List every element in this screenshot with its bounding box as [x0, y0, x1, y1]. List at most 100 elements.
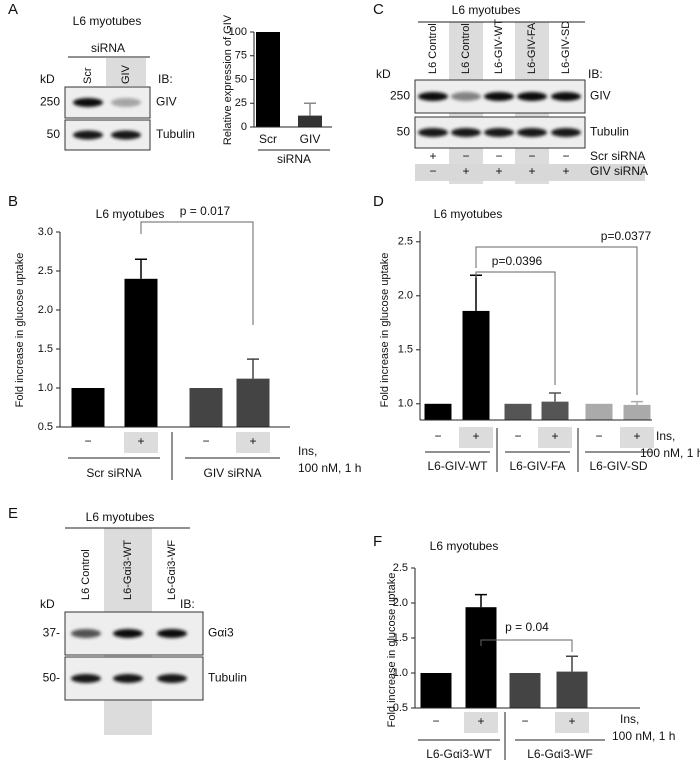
group-label: L6-GIV-SD: [589, 459, 647, 473]
y-axis-label: Relative expression of GIV: [222, 14, 234, 145]
group-label: GIV siRNA: [203, 466, 261, 480]
panel-letter: E: [8, 505, 18, 522]
x-tick-label: −: [434, 429, 441, 443]
bar: [541, 401, 569, 420]
group-label: L6-GIV-FA: [509, 459, 565, 473]
x-tick-label: −: [595, 429, 602, 443]
error-bar: [135, 258, 147, 279]
error-bar: [566, 655, 578, 672]
x-tick-label: +: [477, 714, 484, 728]
lane-header: siRNA: [91, 41, 125, 55]
chart-title: L6 myotubes: [434, 207, 503, 221]
x-tick-label: −: [521, 714, 528, 728]
y-tick-label: 0.5: [393, 702, 408, 714]
group-label: L6-Gαi3-WF: [527, 747, 593, 761]
y-tick-label: 75: [235, 50, 247, 62]
x-tick-label: −: [84, 434, 91, 448]
plus-shade: [555, 712, 589, 733]
x-tick-label: +: [472, 429, 479, 443]
blot-band: [111, 98, 141, 107]
target-label: Tubulin: [208, 671, 247, 685]
bar: [236, 378, 270, 427]
mw-label: 250: [40, 95, 60, 109]
mw-label: 250: [390, 89, 410, 103]
row-shade: [415, 164, 645, 181]
significance-bracket: [475, 271, 556, 385]
plus-shade: [124, 432, 158, 453]
ib-label: IB:: [158, 72, 173, 86]
chart-title: L6 myotubes: [96, 207, 165, 221]
y-tick-label: 2.5: [393, 562, 408, 574]
y-axis-label: Fold increase in glucose uptake: [386, 573, 398, 728]
y-tick-label: 2.0: [38, 304, 53, 316]
panel-letter: D: [373, 193, 384, 210]
y-tick-label: 50: [235, 73, 247, 85]
lane-label: GIV: [120, 64, 132, 84]
blot-title: L6 myotubes: [73, 14, 142, 28]
bar: [124, 278, 158, 427]
y-tick-label: 2.5: [38, 265, 53, 277]
condition-label: Scr siRNA: [590, 149, 645, 163]
lane-label: L6-GIV-SD: [560, 21, 572, 74]
mw-label: 37-: [43, 626, 60, 640]
plus-shade: [236, 432, 270, 453]
target-label: GIV: [156, 95, 177, 109]
x-tick-label: +: [568, 714, 575, 728]
treatment-label: 100 nM, 1 h: [640, 446, 700, 460]
y-tick-label: 3.0: [38, 226, 53, 238]
blot-band: [517, 92, 547, 101]
p-value: p=0.0396: [492, 254, 543, 268]
condition-sign: −: [429, 164, 436, 178]
condition-sign: +: [495, 164, 502, 178]
y-tick-label: 1.0: [38, 382, 53, 394]
y-tick-label: 1.0: [393, 667, 408, 679]
bar: [71, 388, 105, 427]
target-label: Tubulin: [156, 127, 195, 141]
treatment-label: Ins,: [656, 429, 675, 443]
bar: [465, 607, 497, 708]
x-tick-label: GIV: [300, 132, 321, 146]
x-tick-label: +: [137, 434, 144, 448]
plus-shade: [538, 427, 572, 448]
condition-sign: −: [495, 149, 502, 163]
x-tick-label: −: [202, 434, 209, 448]
y-tick-label: 2.0: [393, 597, 408, 609]
p-value: p=0.0377: [601, 229, 652, 243]
bar: [462, 310, 490, 420]
lane-label: L6 Control: [80, 549, 92, 600]
blot-band: [71, 674, 101, 683]
kd-label: kD: [376, 67, 391, 81]
error-bar: [304, 102, 316, 116]
lane-label: L6-GIV-WT: [493, 19, 505, 74]
y-tick-label: 1.5: [393, 632, 408, 644]
group-label: L6-GIV-WT: [427, 459, 488, 473]
blot-band: [73, 130, 103, 140]
blot-band: [111, 130, 141, 140]
y-axis-label: Fold increase in glucose uptake: [379, 253, 391, 408]
blot-band: [551, 92, 581, 101]
significance-bracket: [480, 639, 573, 652]
bar: [509, 673, 541, 708]
blot-band: [484, 128, 514, 137]
x-axis-label: siRNA: [277, 152, 311, 166]
condition-sign: +: [462, 164, 469, 178]
blot-band: [73, 98, 103, 107]
lane-label: L6-Gαi3-WF: [166, 540, 178, 600]
lane-label: L6-GIV-FA: [526, 22, 538, 74]
bar: [189, 388, 223, 427]
y-tick-label: 0.5: [38, 421, 53, 433]
bar: [298, 115, 322, 127]
y-tick-label: 2.5: [398, 236, 413, 248]
treatment-label: 100 nM, 1 h: [298, 461, 361, 475]
x-tick-label: +: [633, 429, 640, 443]
mw-label: 50: [397, 125, 411, 139]
panel-letter: F: [373, 533, 382, 550]
lane-shade: [106, 58, 146, 86]
bar: [424, 403, 452, 420]
y-axis-label: Fold increase in glucose uptake: [14, 253, 26, 408]
blot-band: [517, 128, 547, 137]
blot-band: [418, 92, 448, 101]
bar: [420, 673, 452, 708]
x-tick-label: +: [249, 434, 256, 448]
